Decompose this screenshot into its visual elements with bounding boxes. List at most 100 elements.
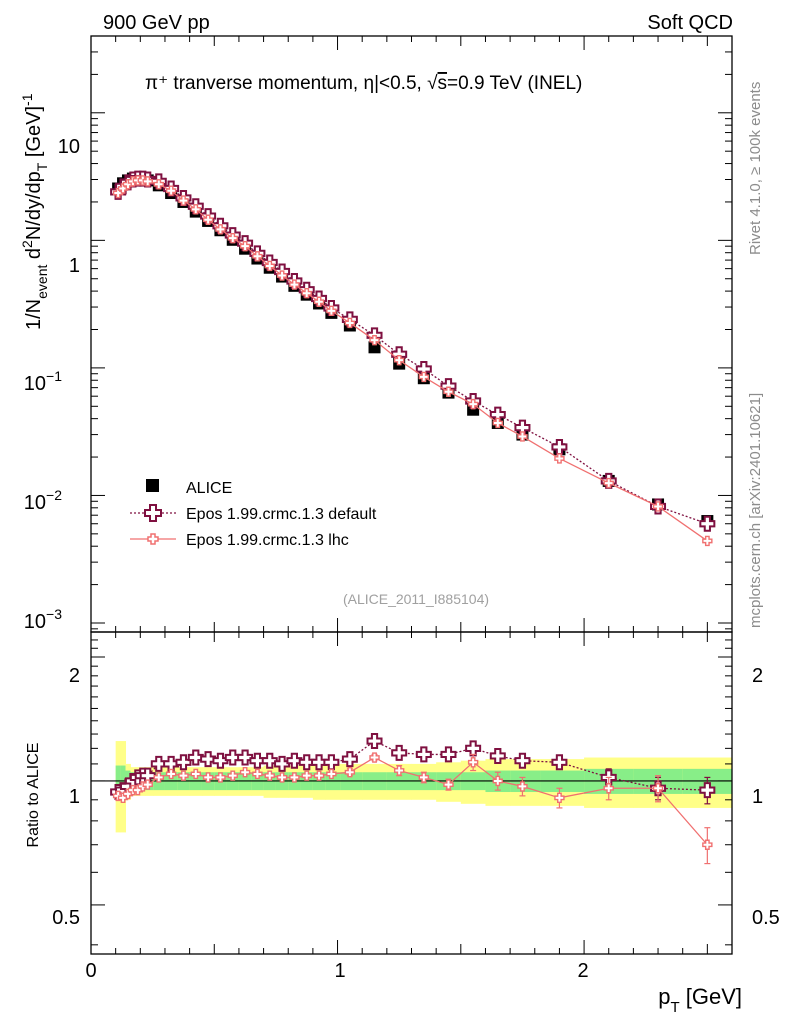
ratio-point-lhc <box>142 779 153 790</box>
ratio-point-lhc <box>326 768 337 780</box>
ratio-point-default <box>514 752 531 769</box>
ratio-point-default <box>298 754 315 771</box>
main-point-lhc <box>369 334 380 346</box>
ratio-point-default <box>224 749 241 766</box>
ratio-point-default <box>261 752 278 769</box>
legend: ALICE Epos 1.99.crmc.1.3 default Epos 1.… <box>130 479 377 549</box>
legend-marker-alice <box>146 479 159 492</box>
main-point-lhc <box>264 260 275 272</box>
ratio-point-default <box>366 733 383 750</box>
header-left: 900 GeV pp <box>103 12 210 34</box>
ratio-band-green <box>120 765 127 798</box>
ratio-ylabel: Ratio to ALICE <box>25 743 42 848</box>
legend-marker-default <box>144 504 162 522</box>
main-point-lhc <box>313 296 325 307</box>
ratio-point-lhc <box>252 768 263 780</box>
ratio-y-tick-2-left: 2 <box>69 665 80 687</box>
main-point-lhc <box>142 176 153 187</box>
ratio-y-tick-labels: 0.5 1 2 0.5 1 2 <box>52 665 780 929</box>
ratio-point-lhc <box>492 775 503 787</box>
title-eta: η <box>363 73 374 94</box>
ylabel-unit: [GeV] <box>23 106 45 163</box>
plot-title: π⁺ tranverse momentum, η|<0.5, √s=0.9 Te… <box>145 73 582 94</box>
ratio-point-lhc <box>264 770 275 781</box>
main-ylabel: 1/Nevent d2N/dy/dpT [GeV]-1 <box>19 93 50 330</box>
ratio-point-lhc <box>215 772 226 783</box>
ylabel-sup-neg1: -1 <box>19 93 35 106</box>
main-point-lhc <box>418 371 430 383</box>
main-point-lhc <box>393 354 405 366</box>
ratio-point-lhc <box>289 772 300 783</box>
main-point-lhc <box>326 305 337 317</box>
main-point-default <box>699 515 716 532</box>
ratio-point-default <box>440 746 457 763</box>
ratio-point-lhc <box>190 768 201 780</box>
main-point-lhc <box>190 204 201 215</box>
ratio-y-tick-1-left: 1 <box>69 786 80 808</box>
ratio-y-tick-2-right: 2 <box>752 665 763 687</box>
main-line-default <box>117 177 708 525</box>
ylabel-mid: N/dy/dp <box>23 171 45 240</box>
title-sqrt-s: s <box>438 73 448 94</box>
ratio-y-tick-0.5-left: 0.5 <box>52 907 80 929</box>
main-point-lhc <box>117 183 129 194</box>
ratio-point-lhc <box>393 765 405 776</box>
ratio-point-default <box>274 755 291 772</box>
ratio-band-green <box>115 765 122 798</box>
xlabel: pT [GeV] <box>658 984 742 1016</box>
axis-ticks <box>90 35 733 954</box>
main-point-lhc <box>276 270 288 281</box>
ratio-point-lhc <box>165 768 177 780</box>
ratio-point-default <box>187 749 204 766</box>
y-tick-label-0.01: 10−2 <box>24 487 62 514</box>
x-tick-labels: 0 1 2 <box>85 960 588 982</box>
main-point-lhc <box>301 288 312 299</box>
main-point-lhc <box>202 214 214 225</box>
ratio-point-lhc <box>202 772 214 783</box>
ratio-point-default <box>489 747 506 764</box>
ratio-y-tick-0.5-right: 0.5 <box>752 907 780 929</box>
ylabel-prefix: 1/N <box>23 299 45 330</box>
legend-label-alice: ALICE <box>186 480 232 497</box>
main-point-lhc <box>112 187 124 199</box>
x-tick-label-2: 2 <box>577 960 588 982</box>
legend-marker-lhc <box>147 533 159 545</box>
y-tick-label-1: 1 <box>69 255 80 277</box>
ratio-point-lhc <box>369 752 380 763</box>
xlabel-unit: [GeV] <box>680 984 742 1009</box>
ratio-y-tick-1-right: 1 <box>752 786 763 808</box>
x-tick-label-0: 0 <box>85 960 96 982</box>
ratio-point-lhc <box>702 839 713 850</box>
main-point-lhc <box>178 195 189 206</box>
ratio-point-default <box>212 752 229 769</box>
main-point-lhc <box>603 477 614 489</box>
ratio-point-lhc <box>313 770 325 781</box>
main-point-lhc <box>467 398 479 410</box>
main-point-lhc <box>153 179 164 190</box>
main-point-lhc <box>492 417 503 429</box>
ratio-point-default <box>249 752 266 769</box>
legend-label-lhc: Epos 1.99.crmc.1.3 lhc <box>186 532 349 549</box>
ratio-point-lhc <box>603 783 614 794</box>
legend-label-default: Epos 1.99.crmc.1.3 default <box>186 506 377 523</box>
y-tick-label-10: 10 <box>58 136 80 158</box>
ratio-point-lhc <box>517 781 528 792</box>
sqrt-icon: √ <box>427 73 438 94</box>
main-point-lhc <box>252 251 263 262</box>
main-point-lhc <box>165 185 177 196</box>
ratio-point-lhc <box>418 772 430 783</box>
ratio-point-default <box>150 755 167 772</box>
main-point-lhc <box>215 224 226 235</box>
ratio-point-lhc <box>344 767 356 778</box>
main-point-lhc <box>344 317 356 329</box>
ratio-point-lhc <box>153 772 164 783</box>
ratio-point-default <box>175 754 192 771</box>
main-point-default <box>551 438 568 455</box>
ratio-point-default <box>391 744 408 761</box>
main-series-group <box>110 170 716 547</box>
xlabel-p: p <box>658 984 670 1009</box>
main-point-lhc <box>289 279 300 290</box>
ratio-point-default <box>465 740 482 757</box>
ratio-series-group <box>110 733 716 865</box>
